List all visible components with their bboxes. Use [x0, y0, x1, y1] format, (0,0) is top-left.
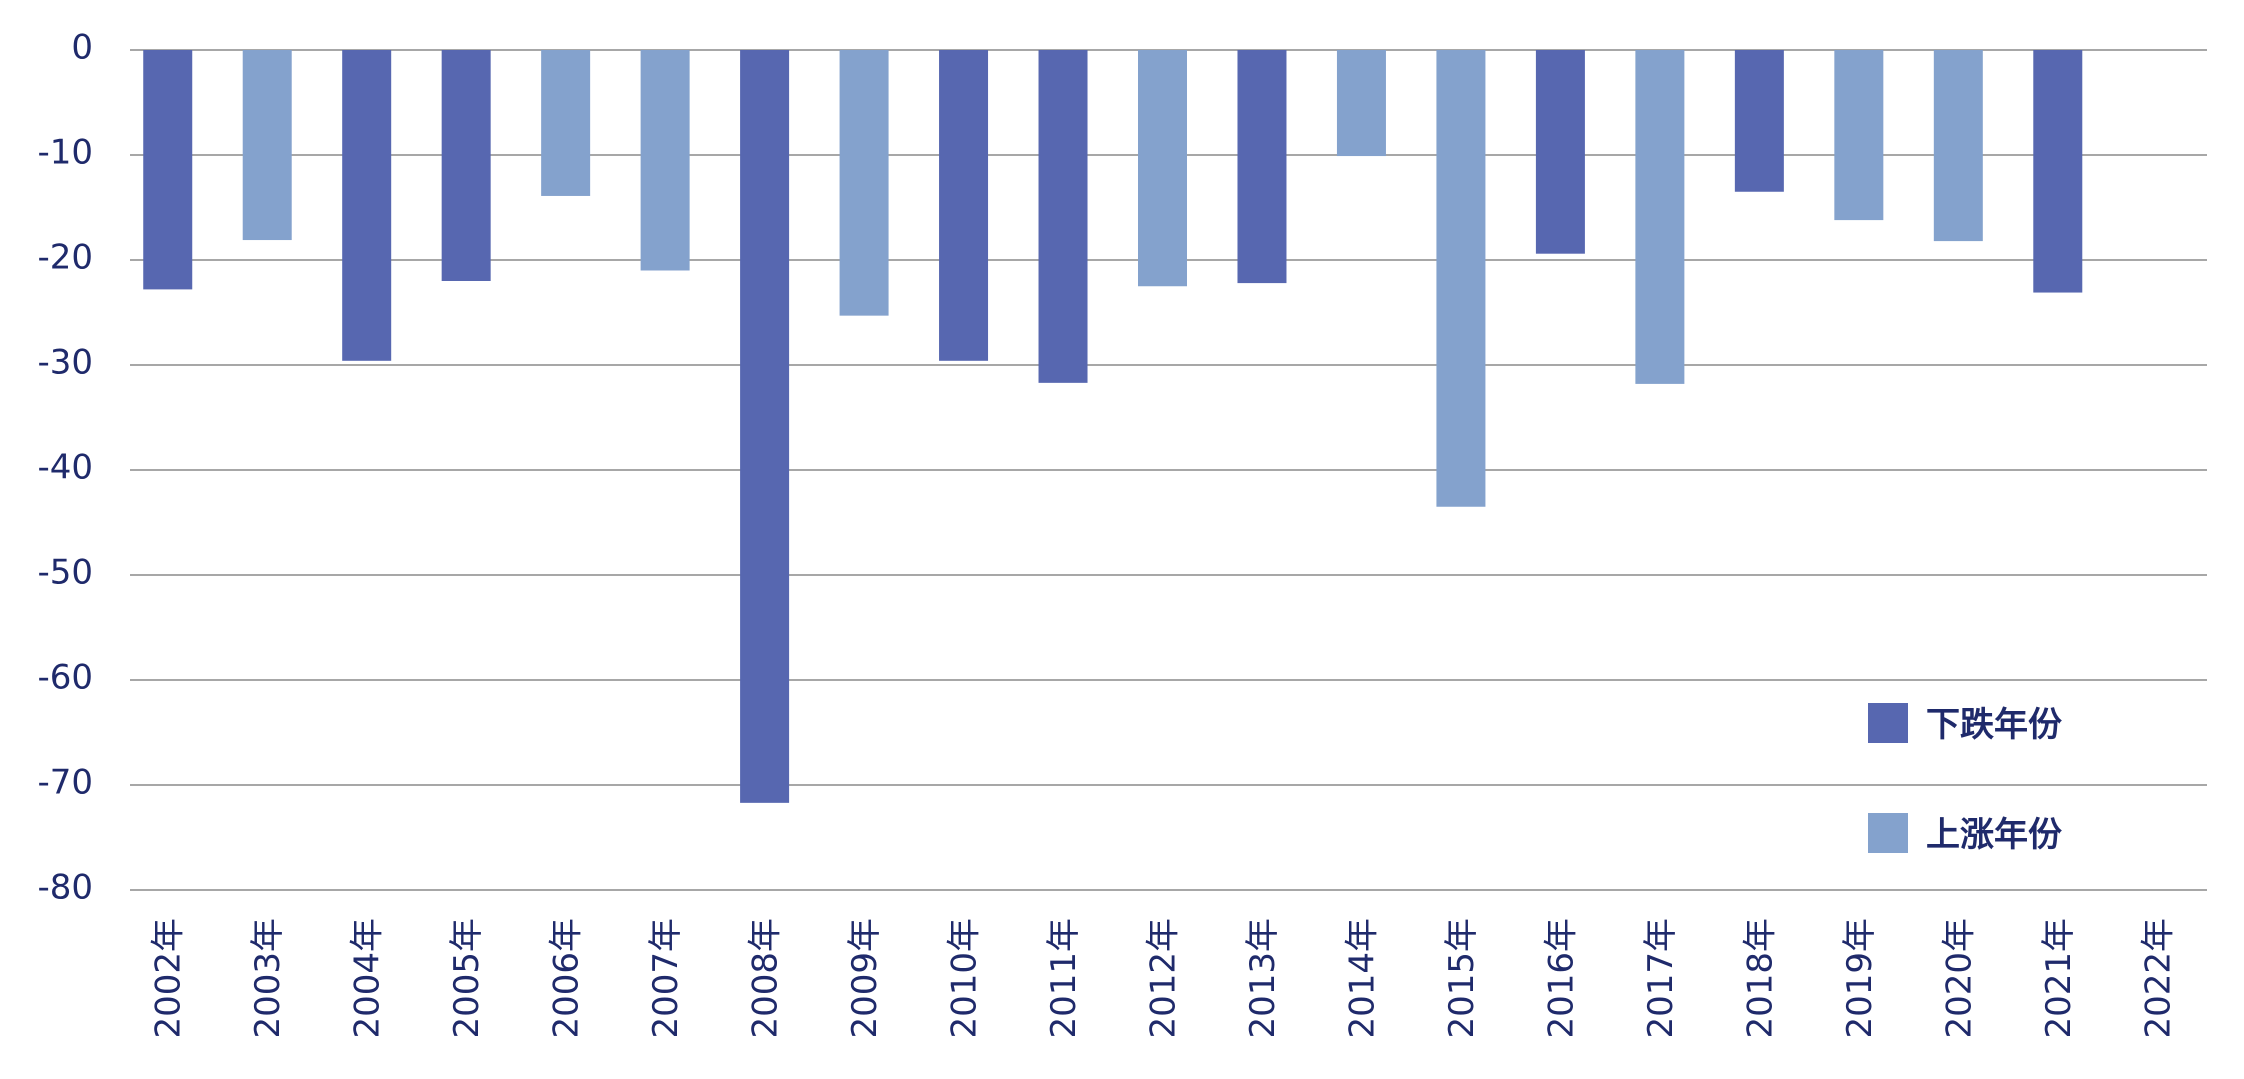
y-tick-label: -70: [37, 763, 93, 803]
bar-2008年: [740, 50, 790, 803]
bar-2007年: [640, 50, 690, 271]
bar-2013年: [1237, 50, 1287, 284]
x-tick-label: 2012年: [1144, 918, 1184, 1039]
bar-2002年: [143, 50, 193, 290]
x-tick-label: 2004年: [348, 918, 388, 1039]
x-tick-label: 2006年: [547, 918, 587, 1039]
bar-2020年: [1933, 50, 1983, 242]
bar-2016年: [1535, 50, 1585, 254]
bar-2004年: [342, 50, 392, 361]
bar-2003年: [242, 50, 292, 241]
y-tick-label: -60: [37, 658, 93, 698]
x-tick-label: 2009年: [845, 918, 885, 1039]
bars: [143, 50, 2083, 803]
x-tick-label: 2011年: [1044, 918, 1084, 1039]
legend-swatch-down: [1868, 703, 1908, 743]
x-tick-label: 2016年: [1541, 918, 1581, 1039]
bar-2017年: [1635, 50, 1685, 384]
x-tick-label: 2010年: [945, 918, 985, 1039]
y-tick-label: -50: [37, 553, 93, 593]
x-tick-label: 2017年: [1641, 918, 1681, 1039]
bar-2012年: [1138, 50, 1187, 287]
x-tick-label: 2007年: [646, 918, 686, 1039]
x-tick-label: 2013年: [1243, 918, 1283, 1039]
y-tick-label: 0: [71, 28, 93, 68]
y-tick-label: -20: [37, 238, 93, 278]
y-axis-tick-labels: 0 -10 -20 -30 -40 -50 -60 -70 -80: [37, 28, 93, 908]
x-tick-label: 2020年: [1939, 918, 1979, 1039]
y-tick-label: -10: [37, 133, 93, 173]
bar-2009年: [839, 50, 889, 316]
bar-2014年: [1336, 50, 1386, 157]
y-tick-label: -30: [37, 343, 93, 383]
x-tick-label: 2015年: [1442, 918, 1482, 1039]
bar-2019年: [1834, 50, 1884, 221]
legend-label-up: 上涨年份: [1926, 815, 2062, 855]
bar-2018年: [1734, 50, 1784, 192]
x-tick-label: 2018年: [1740, 918, 1780, 1039]
legend: 下跌年份 上涨年份: [1868, 703, 2062, 855]
x-tick-label: 2005年: [447, 918, 487, 1039]
bar-2005年: [441, 50, 491, 281]
x-tick-label: 2008年: [746, 918, 786, 1039]
y-tick-label: -40: [37, 448, 93, 488]
x-tick-label: 2003年: [248, 918, 288, 1039]
x-tick-label: 2022年: [2138, 918, 2178, 1039]
x-tick-label: 2002年: [149, 918, 189, 1039]
legend-label-down: 下跌年份: [1926, 705, 2062, 745]
legend-swatch-up: [1868, 813, 1908, 853]
x-tick-label: 2019年: [1840, 918, 1880, 1039]
y-tick-label: -80: [37, 868, 93, 908]
bar-2021年: [2033, 50, 2083, 293]
bar-2006年: [541, 50, 591, 196]
x-tick-label: 2014年: [1342, 918, 1382, 1039]
bar-2011年: [1038, 50, 1088, 383]
bar-2015年: [1436, 50, 1486, 507]
x-tick-label: 2021年: [2039, 918, 2079, 1039]
x-axis-tick-labels: 2002年 2003年 2004年 2005年 2006年 2007年 2008年 2009年…: [149, 918, 2179, 1039]
bar-2010年: [939, 50, 989, 361]
